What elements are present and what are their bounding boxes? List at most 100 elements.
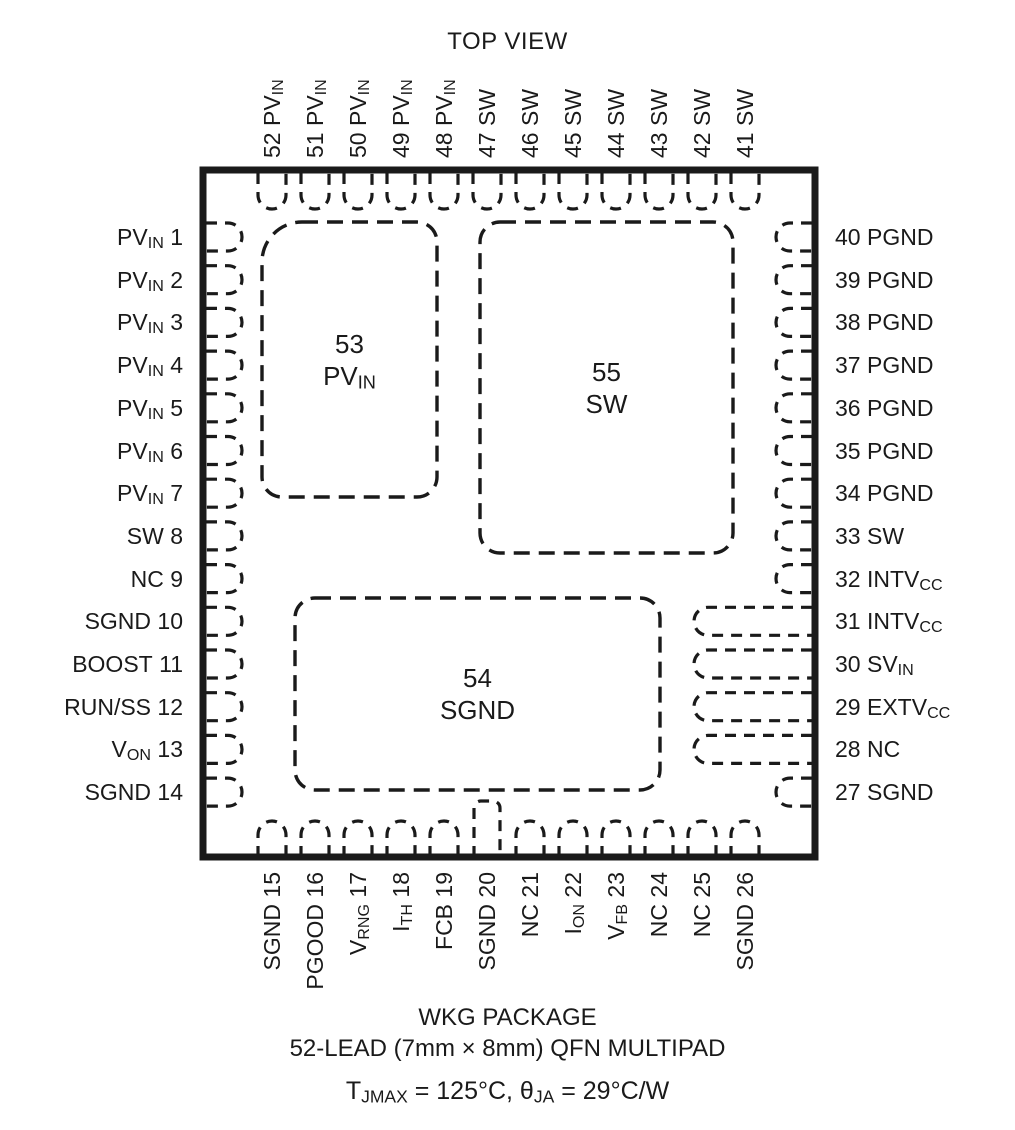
pad-53-outline xyxy=(260,220,439,499)
pin-27-label: 27 SGND xyxy=(835,779,934,806)
pin-44-label: 44 SW xyxy=(603,88,629,158)
pin-19-pad xyxy=(428,819,460,857)
pin-22-label: ION 22 xyxy=(560,872,589,935)
pin-43-label: 43 SW xyxy=(646,88,672,158)
pin-21-pad xyxy=(514,819,546,857)
pin-9-label: NC 9 xyxy=(130,565,183,592)
pin-33-label: 33 SW xyxy=(835,522,905,549)
pin-15-pad xyxy=(256,819,288,857)
pin-42-label: 42 SW xyxy=(689,88,715,158)
pin-9-pad xyxy=(206,563,244,595)
pin-3-label: PVIN 3 xyxy=(117,309,183,338)
pin-8-pad xyxy=(206,520,244,552)
pin-25-pad xyxy=(686,819,718,857)
pin-41-label: 41 SW xyxy=(732,88,758,158)
pin-47-label: 47 SW xyxy=(474,88,500,158)
pin-5-pad xyxy=(206,392,244,424)
pin-11-label: BOOST 11 xyxy=(72,651,183,677)
pin-17-pad xyxy=(342,819,374,857)
pin-4-label: PVIN 4 xyxy=(117,352,183,381)
pin-1-label: PVIN 1 xyxy=(117,224,183,253)
pin-27-pad xyxy=(774,776,812,808)
pin-2-pad xyxy=(206,264,244,296)
thermal-text: = 29°C/W xyxy=(554,1077,670,1105)
pin-11-pad xyxy=(206,648,244,680)
pin-5-label: PVIN 5 xyxy=(117,394,183,424)
pin-17-label: VRNG 17 xyxy=(345,872,374,956)
pin-14-pad xyxy=(206,776,244,808)
pin-49-pad xyxy=(385,173,417,211)
pin-2-label: PVIN 2 xyxy=(117,266,183,295)
pin-7-label: PVIN 7 xyxy=(117,480,183,509)
pin-28-label: 28 NC xyxy=(835,736,901,763)
pin-20-label: SGND 20 xyxy=(474,872,500,971)
pin-31-label: 31 INTVCC xyxy=(835,608,943,637)
pin-38-pad xyxy=(774,306,812,338)
thermal-text: = 125°C, θ xyxy=(407,1077,534,1105)
pin-36-label: 36 PGND xyxy=(835,394,934,421)
pin-51-label: 51 PVIN xyxy=(302,79,331,158)
pin-34-label: 34 PGND xyxy=(835,480,934,507)
pin-16-label: PGOOD 16 xyxy=(302,872,328,990)
pin-43-pad xyxy=(643,173,675,211)
pin-35-pad xyxy=(774,434,812,467)
pin-30-label: 30 SVIN xyxy=(835,651,914,680)
thermal-sub: JMAX xyxy=(361,1086,408,1107)
pin-15-label: SGND 15 xyxy=(259,872,285,971)
thermal-note: TJMAX = 125°C, θJA = 29°C/W xyxy=(0,1076,1015,1107)
pin-40-pad xyxy=(774,221,812,253)
pin-23-pad xyxy=(600,819,632,857)
pin-32-pad xyxy=(774,563,812,595)
pin-33-pad xyxy=(774,520,812,552)
pin-20-pad xyxy=(472,799,502,857)
pin-29-pad xyxy=(692,691,812,723)
pin-1-pad xyxy=(206,221,244,253)
pin-22-pad xyxy=(557,819,589,857)
pad-53-number: 53 xyxy=(335,329,364,359)
pin-41-pad xyxy=(729,173,761,211)
package-outline xyxy=(199,166,819,861)
pad-55-label: 55 SW xyxy=(480,356,733,420)
package-name: WKG PACKAGE xyxy=(418,1004,597,1031)
pin-13-pad xyxy=(206,733,244,765)
pin-31-pad xyxy=(692,605,812,637)
pin-46-label: 46 SW xyxy=(517,88,543,158)
pin-36-pad xyxy=(774,392,812,424)
pin-32-label: 32 INTVCC xyxy=(835,565,943,594)
pin-50-label: 50 PVIN xyxy=(345,79,374,158)
pin-26-pad xyxy=(729,819,761,857)
pin-3-pad xyxy=(206,306,244,338)
pin-12-label: RUN/SS 12 xyxy=(64,693,183,720)
pin-35-label: 35 PGND xyxy=(835,437,934,464)
pin-10-label: SGND 10 xyxy=(84,608,183,635)
pad-55-name: SW xyxy=(585,389,628,419)
pin-24-pad xyxy=(643,819,675,857)
pin-6-pad xyxy=(206,434,244,467)
pad-53-label: 53 PVIN xyxy=(262,328,437,392)
pin-40-label: 40 PGND xyxy=(835,224,934,250)
pin-19-label: FCB 19 xyxy=(431,872,457,950)
pin-6-label: PVIN 6 xyxy=(117,437,183,466)
pin-26-label: SGND 26 xyxy=(732,872,758,971)
pin-52-label: 52 PVIN xyxy=(259,79,288,158)
pin-45-label: 45 SW xyxy=(560,88,586,158)
pin-48-label: 48 PVIN xyxy=(431,79,460,158)
pad-53-name: PVIN xyxy=(323,361,376,393)
pin-8-label: SW 8 xyxy=(126,522,183,549)
pin-50-pad xyxy=(342,173,374,211)
pin-39-pad xyxy=(774,264,812,296)
pin-12-pad xyxy=(206,691,244,723)
pin-14-label: SGND 14 xyxy=(84,779,183,806)
diagram-title: TOP VIEW xyxy=(447,28,568,55)
pin-29-label: 29 EXTVCC xyxy=(835,693,951,722)
pad-54-outline xyxy=(293,596,662,792)
pad-54-name: SGND xyxy=(439,695,516,725)
pin-24-label: NC 24 xyxy=(646,872,672,938)
pin-37-pad xyxy=(774,349,812,381)
pin-48-pad xyxy=(428,173,460,211)
pad-55-number: 55 xyxy=(592,357,621,387)
pad-55-outline xyxy=(478,220,735,555)
thermal-text: T xyxy=(345,1077,362,1105)
pin-25-label: NC 25 xyxy=(689,872,715,938)
